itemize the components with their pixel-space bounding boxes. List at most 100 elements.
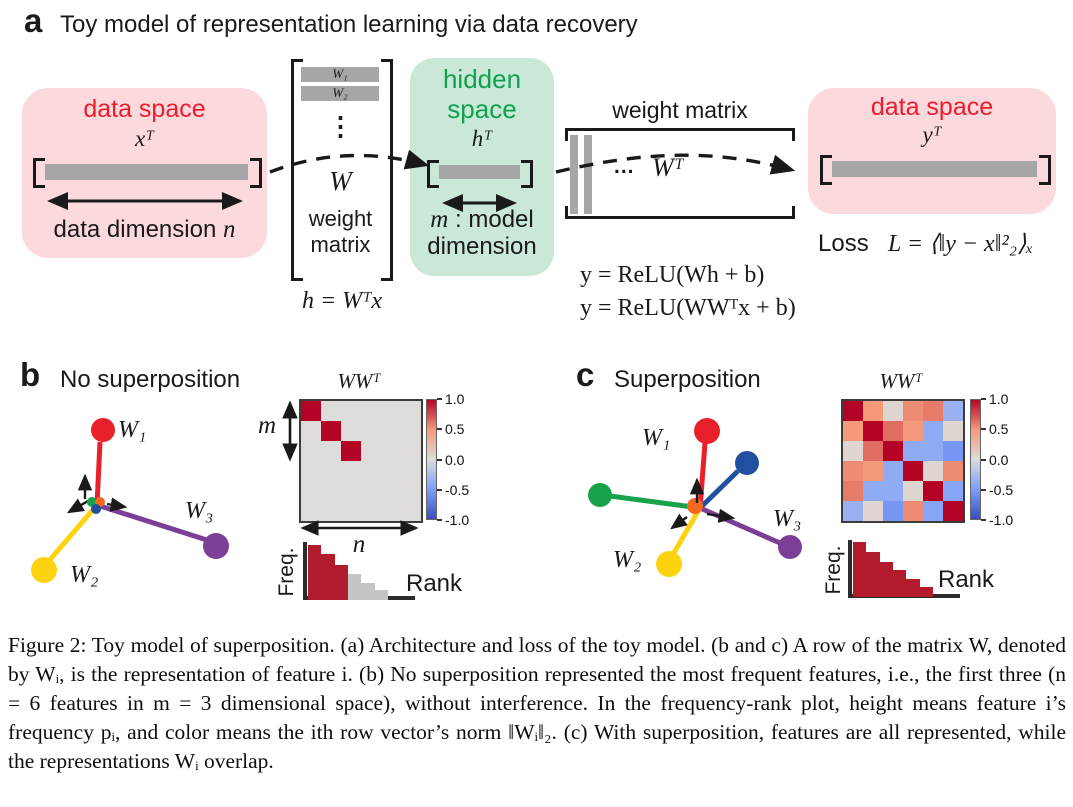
w4-feature-dot <box>588 483 612 507</box>
w6-feature-dot <box>735 451 759 475</box>
colorbar-tick-label: -1.0 <box>445 512 470 528</box>
x-vector-bar <box>45 164 248 180</box>
w1-vector-line <box>94 441 103 506</box>
heatmap-cell <box>361 440 381 461</box>
heatmap-cell <box>301 440 321 461</box>
data-space-right-title: data space <box>870 93 994 121</box>
heatmap-cell <box>843 440 863 461</box>
wt-matrix-hdots: ... <box>614 155 635 178</box>
w2-feature-dot <box>656 551 682 577</box>
heatmap-cell <box>361 501 381 521</box>
h-bar-bracket-right <box>521 160 533 188</box>
colorbar-tick <box>437 428 442 431</box>
h-vector-label: hᵀ <box>471 126 493 151</box>
x-bar-bracket-right <box>250 158 262 188</box>
heatmap-cell <box>843 480 863 501</box>
freq-bar <box>866 551 880 597</box>
heatmap-cell <box>340 461 361 481</box>
heatmap-cell <box>922 461 943 481</box>
heatmap-cell <box>903 461 923 481</box>
freq-bar <box>906 578 920 597</box>
freq-c-ylabel: Freq. <box>822 545 845 595</box>
w3-label: W₃ <box>773 506 801 532</box>
colorbar-tick <box>437 488 442 491</box>
data-space-left-title: data space <box>83 95 206 123</box>
w-matrix-caption: weight matrix <box>291 206 390 258</box>
heatmap-cell <box>903 420 923 441</box>
freq-bars-b <box>308 545 388 600</box>
heatmap-cell <box>361 401 381 421</box>
heatmap-cell <box>882 461 903 481</box>
heatmap-cell <box>903 401 923 421</box>
heatmap-cell <box>882 480 903 501</box>
heatmap-cell <box>862 501 883 521</box>
data-dimension-var-n: n <box>222 216 236 243</box>
heatmap-cell <box>922 480 943 501</box>
panel-c-title: Superposition <box>614 366 761 393</box>
colorbar-tick-label: 0.5 <box>989 421 1009 438</box>
colorbar-tick-label: -0.5 <box>989 481 1014 498</box>
colorbar-gradient <box>970 399 981 520</box>
hidden-space-title: hidden space <box>410 64 554 124</box>
w3-feature-dot <box>778 535 802 559</box>
h-bar-bracket-left <box>427 160 439 188</box>
w-row-2-label: W₂ <box>332 85 348 100</box>
heatmap-cell <box>320 401 341 421</box>
w-row-1-label: W₁ <box>332 66 348 81</box>
heatmap-cell <box>401 461 421 481</box>
colorbar-c: 1.0 0.5 0.0 -0.5 -1.0 <box>970 391 1018 528</box>
heatmap-cell <box>843 401 863 421</box>
heatmap-cell <box>862 401 883 421</box>
w5-feature-dot <box>687 498 703 514</box>
heatmap-cell <box>340 420 361 441</box>
heatmap-cell <box>340 480 361 501</box>
w2-vector-line <box>46 503 99 564</box>
heatmap-cell <box>380 401 401 421</box>
heatmap-cell <box>843 461 863 481</box>
heatmap-cell <box>301 480 321 501</box>
heatmap-cell <box>903 440 923 461</box>
heatmap-cell <box>320 420 341 441</box>
model-dimension-line2: dimension <box>427 233 537 260</box>
wt-matrix-bracket-top <box>565 128 795 141</box>
colorbar-tick-label: 0.0 <box>445 451 465 468</box>
heatmap-cell <box>943 461 963 481</box>
wt-matrix-bracket-bottom <box>565 206 795 219</box>
colorbar-tick-label: -1.0 <box>989 512 1014 528</box>
w-row-2-bar <box>301 86 379 101</box>
heatmap-b <box>299 399 423 523</box>
colorbar-tick-label: 0.0 <box>989 451 1009 468</box>
w1-label: W₁ <box>642 425 670 451</box>
w1-label: W₁ <box>118 417 146 443</box>
w3-label: W₃ <box>185 498 213 524</box>
heatmap-b-title: WWᵀ <box>337 369 381 393</box>
heatmap-cell <box>301 461 321 481</box>
colorbar-tick-label: 1.0 <box>445 391 465 407</box>
loss-equation: L = ⟨‖y − x‖²₂⟩ₓ <box>888 231 1034 257</box>
w-matrix-vdots: ⋮ <box>327 112 354 141</box>
colorbar-tick <box>981 458 986 461</box>
freq-c-xlabel: Rank <box>938 566 995 593</box>
x-bar-bracket-left <box>33 158 45 188</box>
freq-bar <box>374 589 388 600</box>
heatmap-cell <box>401 480 421 501</box>
hidden-space-title-line2: space <box>447 94 517 124</box>
w-matrix-caption-line2: matrix <box>310 232 371 257</box>
heatmap-cell <box>340 401 361 421</box>
colorbar-tick-label: -0.5 <box>445 481 470 498</box>
w6-feature-dot <box>91 504 101 514</box>
y-bar-bracket-right <box>1039 155 1051 185</box>
heatmap-c <box>841 399 965 523</box>
w2-vector-line <box>669 506 703 558</box>
figure-caption: Figure 2: Toy model of superposition. (a… <box>8 633 1066 773</box>
heatmap-cell <box>320 480 341 501</box>
heatmap-cell <box>903 501 923 521</box>
heatmap-cell <box>943 440 963 461</box>
w6-vector-line <box>698 469 740 510</box>
colorbar-b: 1.0 0.5 0.0 -0.5 -1.0 <box>426 391 474 528</box>
axis-arrow-left-icon <box>66 498 89 514</box>
heatmap-cell <box>922 440 943 461</box>
heatmap-cell <box>320 461 341 481</box>
x-vector-label: xᵀ <box>134 126 155 151</box>
